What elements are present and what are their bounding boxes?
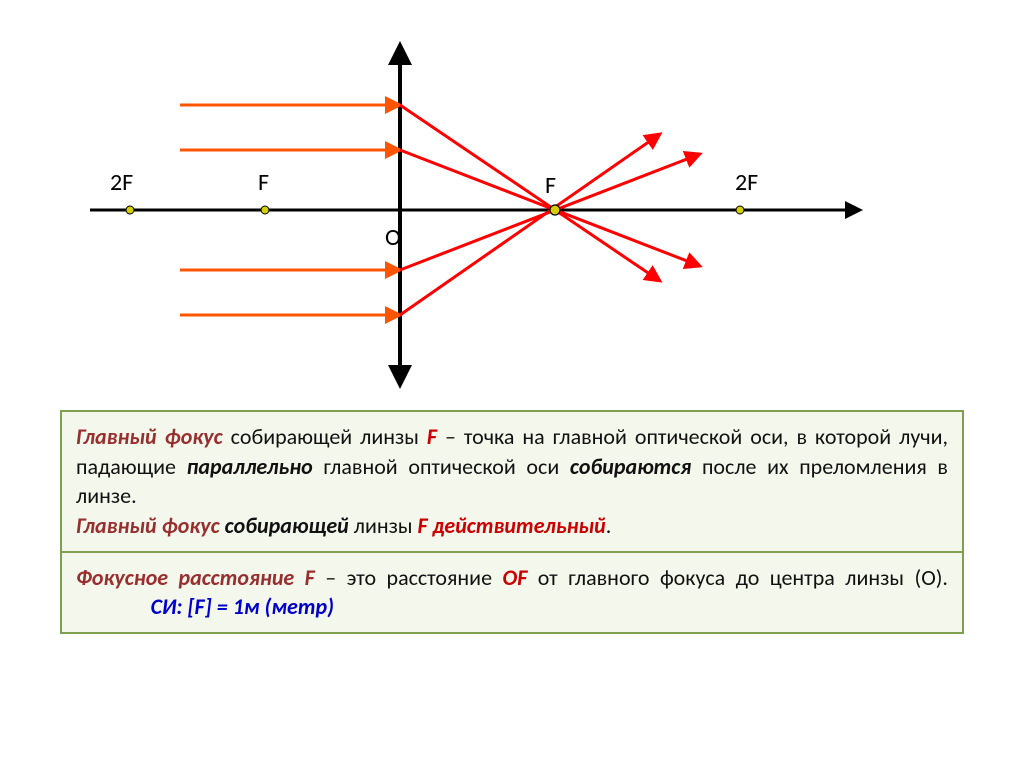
svg-text:F: F [258,168,269,197]
definition-paragraph-2: Главный фокус собирающей линзы F действи… [76,511,948,541]
definition-box-1: Главный фокус собирающей линзы F – точка… [60,410,964,553]
term-focal-length: Фокусное расстояние F [76,564,315,591]
definition-box-2: Фокусное расстояние F – это расстояние O… [60,553,964,634]
symbol-F: F [427,423,437,450]
diagram-svg: 2F F O F 2F [0,15,1024,405]
term-real: F действительный [418,512,606,539]
lens-diagram: 2F F O F 2F [0,15,1024,405]
term-main-focus-2: Главный фокус [76,512,220,539]
svg-text:2F: 2F [735,168,758,197]
focal-length-paragraph: Фокусное расстояние F – это расстояние O… [76,563,948,622]
symbol-OF: OF [502,564,527,591]
definition-boxes: Главный фокус собирающей линзы F – точка… [60,410,964,634]
svg-text:O: O [385,223,401,252]
term-main-focus: Главный фокус [76,423,223,450]
term-parallel: параллельно [187,453,313,480]
svg-text:F: F [545,171,556,200]
term-converge: собираются [570,453,691,480]
svg-text:2F: 2F [110,168,133,197]
definition-paragraph-1: Главный фокус собирающей линзы F – точка… [76,422,948,511]
si-unit: СИ: [F] = 1м (метр) [151,593,334,620]
